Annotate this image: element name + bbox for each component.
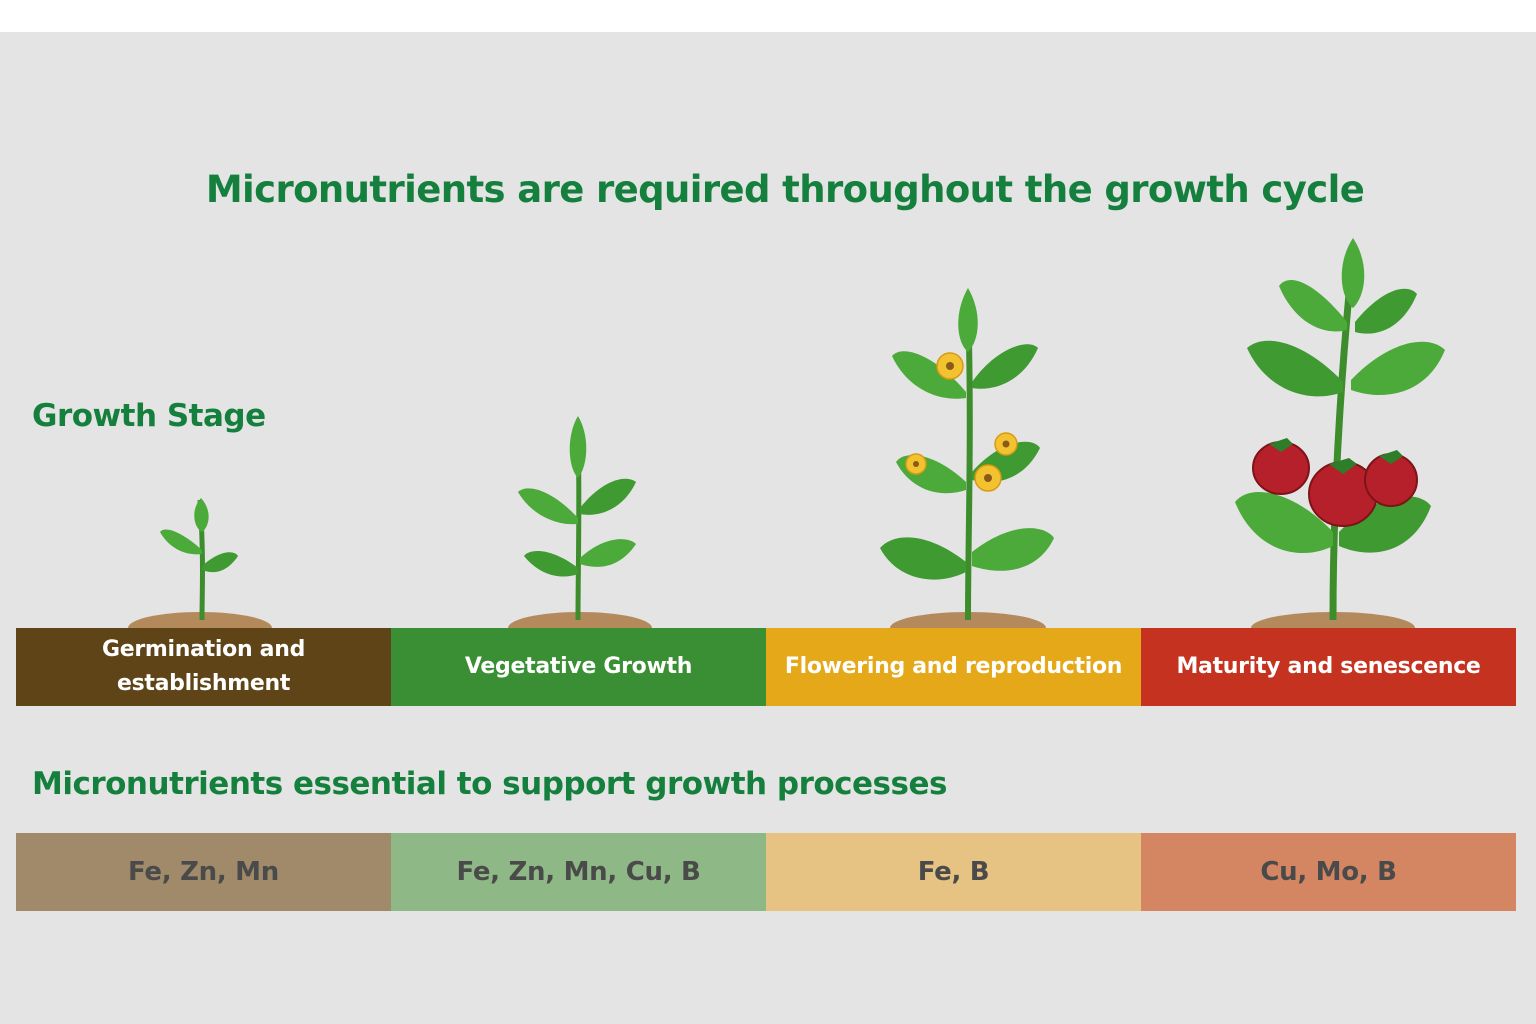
stage-flowering: Flowering and reproduction (766, 628, 1141, 706)
stage-flowering-label: Flowering and reproduction (784, 654, 1123, 679)
stage-germination: Germination and establishment (16, 628, 391, 706)
stage-maturity-label: Maturity and senescence (1176, 654, 1481, 679)
stage-vegetative-label: Vegetative Growth (464, 654, 693, 679)
growth-stage-bar: Germination and establishment Vegetative… (16, 628, 1516, 706)
nutrients-maturity: Cu, Mo, B (1141, 833, 1516, 911)
stage-germination-label: Germination and establishment (101, 637, 306, 696)
nutrients-flowering-label: Fe, B (917, 857, 990, 887)
seedling-illustration (128, 498, 272, 644)
nutrients-flowering: Fe, B (766, 833, 1141, 911)
nutrients-vegetative: Fe, Zn, Mn, Cu, B (391, 833, 766, 911)
nutrients-germination: Fe, Zn, Mn (16, 833, 391, 911)
diagram-title: Micronutrients are required throughout t… (205, 168, 1365, 211)
nutrients-maturity-label: Cu, Mo, B (1260, 857, 1397, 887)
growth-stage-label: Growth Stage (32, 398, 266, 434)
stage-maturity: Maturity and senescence (1141, 628, 1516, 706)
flowering-plant-illustration (880, 288, 1054, 644)
nutrients-vegetative-label: Fe, Zn, Mn, Cu, B (456, 857, 701, 887)
mature-plant-illustration (1235, 238, 1445, 644)
micronutrients-label: Micronutrients essential to support grow… (32, 766, 947, 802)
nutrients-germination-label: Fe, Zn, Mn (128, 857, 279, 887)
stage-vegetative: Vegetative Growth (391, 628, 766, 706)
micronutrient-bar: Fe, Zn, Mn Fe, Zn, Mn, Cu, B Fe, B Cu, M… (16, 833, 1516, 911)
vegetative-plant-illustration (508, 416, 652, 644)
